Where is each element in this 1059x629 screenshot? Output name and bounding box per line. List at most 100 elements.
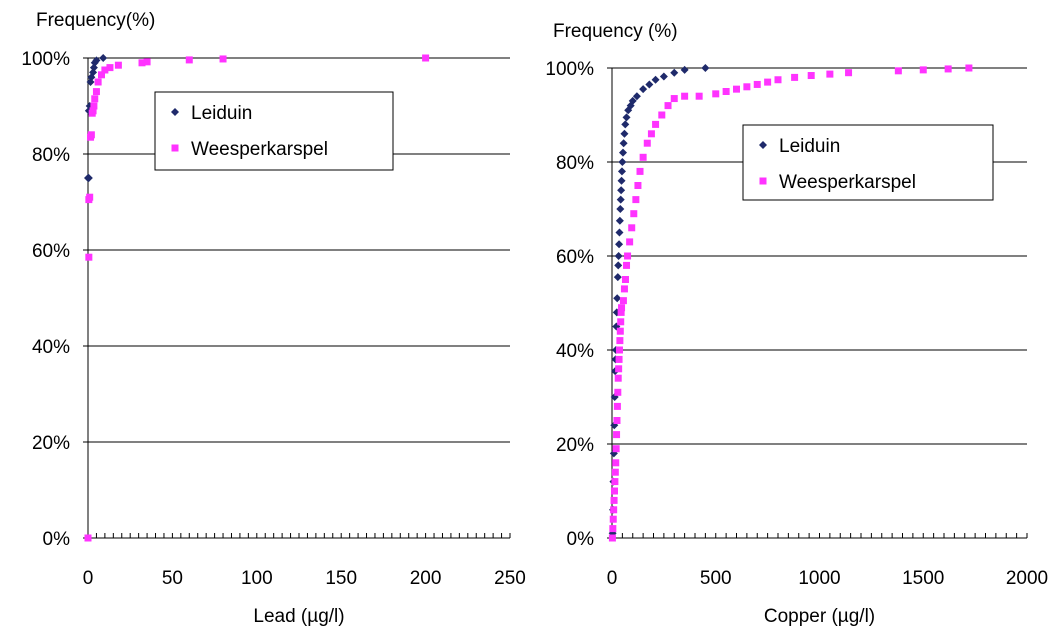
x-tick-label: 200 <box>410 568 442 589</box>
data-point <box>613 273 622 282</box>
data-point <box>753 80 761 88</box>
data-point <box>613 431 621 439</box>
data-point <box>87 131 95 139</box>
data-point <box>623 261 631 269</box>
data-point <box>722 88 730 95</box>
data-point <box>98 71 106 79</box>
legend-label: Weesperkarspel <box>191 139 328 160</box>
data-point <box>610 496 618 504</box>
data-point <box>894 67 902 75</box>
data-point <box>143 58 151 66</box>
x-tick-label: 100 <box>241 568 273 589</box>
x-axis-label: Lead (µg/l) <box>253 606 344 627</box>
data-point <box>84 534 92 542</box>
chart-1: 0% 20% 40% 60% 80% 100% 0 50 100 150 200 250 Lead (µ… <box>21 10 525 627</box>
data-point <box>620 129 629 138</box>
data-point <box>659 72 668 81</box>
data-point <box>616 337 624 345</box>
data-point <box>94 78 102 86</box>
data-point <box>628 224 636 232</box>
data-point <box>615 365 623 373</box>
data-point <box>643 139 651 147</box>
data-point <box>652 120 660 128</box>
data-point <box>680 65 689 74</box>
data-point <box>614 252 623 260</box>
data-point <box>613 417 621 424</box>
data-point <box>617 308 625 316</box>
data-point <box>114 61 122 69</box>
data-point <box>99 54 108 62</box>
data-point <box>611 478 619 486</box>
data-point <box>422 54 430 62</box>
data-point <box>791 73 799 81</box>
y-tick-label: 60% <box>556 247 594 268</box>
data-point <box>612 459 620 467</box>
data-point <box>90 102 98 110</box>
series-weesperkarspel <box>608 64 973 542</box>
data-point <box>615 355 623 363</box>
y-tick-label: 80% <box>556 153 594 174</box>
data-point <box>615 240 624 249</box>
data-point <box>670 95 678 103</box>
legend: Leiduin Weesperkarspel <box>742 124 994 201</box>
data-point <box>615 228 624 237</box>
data-point <box>845 69 853 77</box>
data-point <box>634 182 642 189</box>
data-point <box>617 318 625 326</box>
data-point <box>774 76 782 84</box>
data-point <box>826 70 834 78</box>
data-point <box>219 55 227 63</box>
x-tick-label: 1500 <box>902 568 944 589</box>
legend-marker <box>171 144 179 152</box>
data-point <box>621 120 630 129</box>
legend-box <box>742 124 994 201</box>
x-axis-label: Copper (µg/l) <box>764 606 875 627</box>
y-tick-label: 0% <box>43 529 71 550</box>
data-point <box>701 64 710 72</box>
y-tick-label: 0% <box>567 529 595 550</box>
data-point <box>609 525 617 533</box>
y-tick-label: 40% <box>556 341 594 362</box>
data-point <box>611 468 619 476</box>
data-point <box>618 158 627 166</box>
y-tick-label: 80% <box>32 145 70 166</box>
data-point <box>681 92 689 100</box>
data-point <box>622 113 631 122</box>
data-point <box>616 205 625 213</box>
data-point <box>628 96 637 105</box>
series-weesperkarspel <box>84 54 430 542</box>
data-point <box>92 56 101 65</box>
data-point <box>639 153 647 161</box>
x-tick-label: 500 <box>700 568 732 589</box>
data-point <box>86 193 94 201</box>
data-point <box>613 402 621 410</box>
legend: Leiduin Weesperkarspel <box>154 91 394 171</box>
y-tick-label: 20% <box>556 435 594 456</box>
data-point <box>621 276 629 283</box>
legend-marker <box>171 108 179 116</box>
data-point <box>610 506 618 514</box>
x-tick-label: 0 <box>607 568 618 589</box>
data-point <box>609 515 617 523</box>
data-point <box>944 65 952 73</box>
data-point <box>91 95 99 103</box>
data-point <box>84 174 93 182</box>
legend-label: Leiduin <box>191 103 252 124</box>
legend-marker <box>759 141 767 149</box>
y-tick-label: 100% <box>545 59 594 80</box>
data-point <box>618 304 626 312</box>
legend-label: Weesperkarspel <box>779 172 916 193</box>
data-point <box>617 186 626 195</box>
data-point <box>712 90 720 98</box>
data-point <box>636 167 644 175</box>
legend-marker <box>759 177 767 185</box>
data-point <box>632 92 641 101</box>
data-point <box>639 85 648 94</box>
x-tick-label: 150 <box>325 568 357 589</box>
data-point <box>619 297 627 305</box>
data-point <box>92 88 100 96</box>
chart-2: 0% 20% 40% 60% 80% 100% 0 500 1000 1500 2000 Copper… <box>545 21 1048 627</box>
data-point <box>658 111 666 119</box>
data-point <box>733 85 740 93</box>
data-point <box>670 68 679 77</box>
